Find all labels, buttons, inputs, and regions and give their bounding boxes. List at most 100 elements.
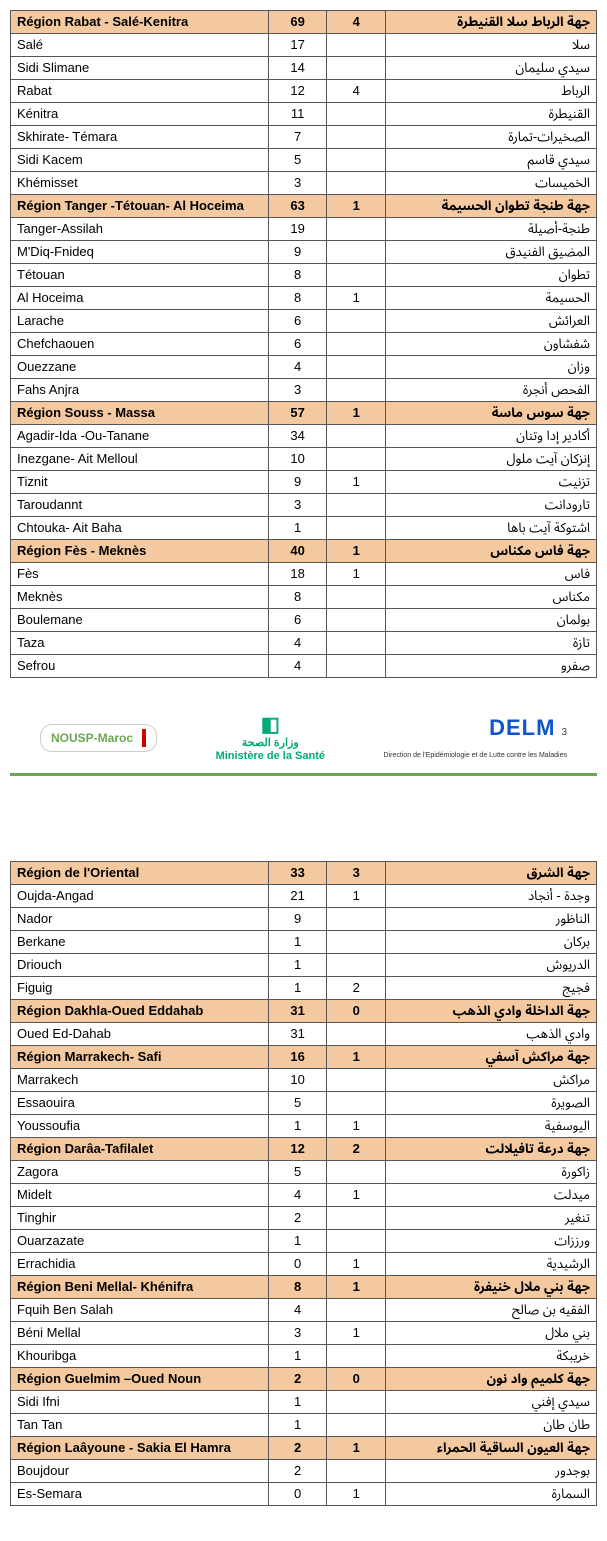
cell-count1: 10 <box>268 1069 327 1092</box>
cell-fr: Fès <box>11 563 269 586</box>
cell-count1: 8 <box>268 264 327 287</box>
cell-count2 <box>327 172 386 195</box>
city-row: Khouribga1خريبكة <box>11 1345 597 1368</box>
region-row: Région Guelmim –Oued Noun20جهة كلميم واد… <box>11 1368 597 1391</box>
region-row: Région Darâa-Tafilalet122جهة درعة تافيلا… <box>11 1138 597 1161</box>
cell-ar: تطوان <box>386 264 597 287</box>
city-row: Sidi Kacem5سيدي قاسم <box>11 149 597 172</box>
cell-count2 <box>327 1023 386 1046</box>
cell-ar: جهة العيون الساقية الحمراء <box>386 1437 597 1460</box>
cell-ar: طنجة-أصيلة <box>386 218 597 241</box>
cell-ar: الحسيمة <box>386 287 597 310</box>
cell-count1: 63 <box>268 195 327 218</box>
cell-count1: 4 <box>268 356 327 379</box>
cell-ar: جهة سوس ماسة <box>386 402 597 425</box>
cell-ar: الصخيرات-تمارة <box>386 126 597 149</box>
cell-fr: Larache <box>11 310 269 333</box>
cell-ar: وزان <box>386 356 597 379</box>
city-row: Agadir-Ida -Ou-Tanane34أكادير إدا وتنان <box>11 425 597 448</box>
cell-fr: Figuig <box>11 977 269 1000</box>
city-row: Youssoufia11اليوسفية <box>11 1115 597 1138</box>
delm-text: DELM <box>489 715 555 740</box>
footer-logos: NOUSP-Maroc ◧وزارة الصحةMinistère de la S… <box>10 703 597 776</box>
cell-ar: تازة <box>386 632 597 655</box>
cell-count1: 4 <box>268 1184 327 1207</box>
cell-count2 <box>327 908 386 931</box>
cell-count2 <box>327 310 386 333</box>
cell-fr: Ouarzazate <box>11 1230 269 1253</box>
cell-fr: Fahs Anjra <box>11 379 269 402</box>
cell-fr: Sidi Ifni <box>11 1391 269 1414</box>
page-number: 3 <box>561 727 567 738</box>
cell-count1: 5 <box>268 1161 327 1184</box>
cell-ar: السمارة <box>386 1483 597 1506</box>
city-row: Ouezzane4وزان <box>11 356 597 379</box>
delm-sub: Direction de l'Epidémiologie et de Lutte… <box>384 752 567 759</box>
cell-count2: 4 <box>327 11 386 34</box>
city-row: Boujdour2بوجدور <box>11 1460 597 1483</box>
ministry-logo: ◧وزارة الصحةMinistère de la Santé <box>216 713 325 763</box>
cell-fr: Taroudannt <box>11 494 269 517</box>
cell-ar: القنيطرة <box>386 103 597 126</box>
cell-ar: بني ملال <box>386 1322 597 1345</box>
cell-count1: 9 <box>268 471 327 494</box>
city-row: Tétouan8تطوان <box>11 264 597 287</box>
city-row: Figuig12فجيج <box>11 977 597 1000</box>
cell-count1: 40 <box>268 540 327 563</box>
cell-count2: 1 <box>327 563 386 586</box>
cell-ar: زاكورة <box>386 1161 597 1184</box>
cell-fr: Région de l'Oriental <box>11 862 269 885</box>
cell-count2: 1 <box>327 402 386 425</box>
cell-count2: 0 <box>327 1000 386 1023</box>
cell-count1: 14 <box>268 57 327 80</box>
city-row: Fès181فاس <box>11 563 597 586</box>
cell-ar: إنزكان آيت ملول <box>386 448 597 471</box>
cell-count1: 8 <box>268 1276 327 1299</box>
cell-count2 <box>327 218 386 241</box>
cell-count1: 21 <box>268 885 327 908</box>
cell-count1: 2 <box>268 1437 327 1460</box>
cell-count1: 6 <box>268 333 327 356</box>
cell-count2: 1 <box>327 287 386 310</box>
cell-fr: Oujda-Angad <box>11 885 269 908</box>
city-row: Tiznit91تزنيت <box>11 471 597 494</box>
cell-count1: 1 <box>268 1414 327 1437</box>
cell-count1: 11 <box>268 103 327 126</box>
cell-fr: Khouribga <box>11 1345 269 1368</box>
cell-count1: 3 <box>268 379 327 402</box>
city-row: Taroudannt3تارودانت <box>11 494 597 517</box>
cell-count2 <box>327 1345 386 1368</box>
city-row: Fahs Anjra3الفحص أنجرة <box>11 379 597 402</box>
cell-ar: اليوسفية <box>386 1115 597 1138</box>
cell-fr: Tan Tan <box>11 1414 269 1437</box>
cell-fr: Région Laâyoune - Sakia El Hamra <box>11 1437 269 1460</box>
cell-ar: صفرو <box>386 655 597 678</box>
cell-count2 <box>327 494 386 517</box>
cell-count2: 1 <box>327 1115 386 1138</box>
cell-ar: المضيق الفنيدق <box>386 241 597 264</box>
nousp-logo: NOUSP-Maroc <box>40 724 157 752</box>
cell-count2: 2 <box>327 1138 386 1161</box>
cell-ar: وجدة - أنجاد <box>386 885 597 908</box>
cell-count2: 1 <box>327 1437 386 1460</box>
cell-count1: 3 <box>268 1322 327 1345</box>
cell-ar: سيدي إفني <box>386 1391 597 1414</box>
city-row: Ouarzazate1ورززات <box>11 1230 597 1253</box>
cell-ar: سيدي قاسم <box>386 149 597 172</box>
square-icon: ◧ <box>261 714 280 736</box>
city-row: Al Hoceima81الحسيمة <box>11 287 597 310</box>
cell-count2 <box>327 149 386 172</box>
cell-count2 <box>327 632 386 655</box>
data-table: Région de l'Oriental333جهة الشرقOujda-An… <box>10 861 597 1506</box>
city-row: Larache6العرائش <box>11 310 597 333</box>
city-row: Errachidia01الرشيدية <box>11 1253 597 1276</box>
region-row: Région Rabat - Salé-Kenitra694جهة الرباط… <box>11 11 597 34</box>
cell-ar: سلا <box>386 34 597 57</box>
cell-count1: 3 <box>268 494 327 517</box>
cell-ar: بركان <box>386 931 597 954</box>
cell-fr: Région Souss - Massa <box>11 402 269 425</box>
cell-count1: 34 <box>268 425 327 448</box>
cell-ar: بولمان <box>386 609 597 632</box>
data-table: Région Rabat - Salé-Kenitra694جهة الرباط… <box>10 10 597 678</box>
cell-count1: 2 <box>268 1368 327 1391</box>
